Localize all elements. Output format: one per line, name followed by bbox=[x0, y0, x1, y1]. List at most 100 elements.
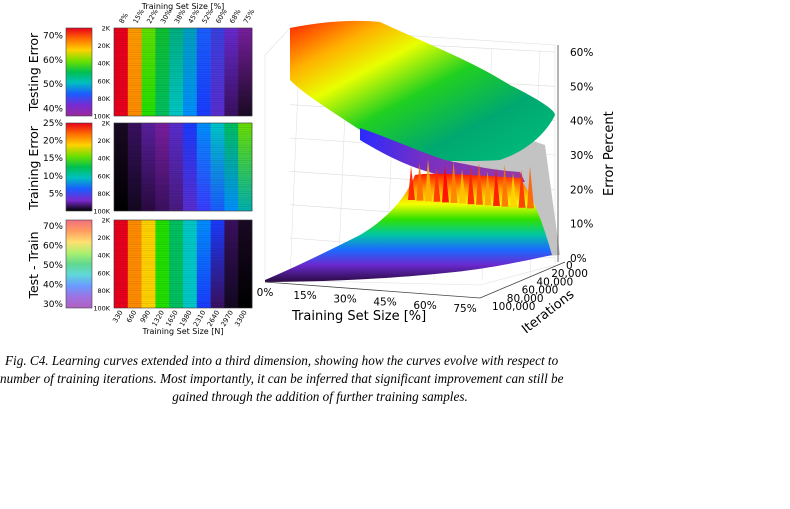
heatmap-y-tick: 2K bbox=[102, 217, 111, 225]
heatmap-column bbox=[141, 220, 156, 308]
heatmap-y-tick: 80K bbox=[97, 190, 110, 198]
heatmap-y-tick: 20K bbox=[97, 234, 110, 242]
colorbar-tick-label: 25% bbox=[43, 119, 63, 129]
colorbar-tick-label: 40% bbox=[43, 281, 63, 291]
heatmap-column bbox=[224, 123, 239, 211]
heatmap-y-tick: 40K bbox=[97, 155, 110, 163]
ridge-spike bbox=[433, 167, 441, 202]
colorbar bbox=[65, 27, 93, 117]
heatmap-column bbox=[114, 220, 129, 308]
y3d-tick: 60,000 bbox=[522, 285, 559, 297]
spike-ridge bbox=[408, 159, 534, 209]
x-axis-ticks: 0% 15% 30% 45% 60% 75% bbox=[257, 287, 477, 315]
heatmap-column bbox=[224, 220, 239, 308]
heatmap-y-tick: 60K bbox=[97, 269, 110, 277]
top-tick-pct: 75% bbox=[242, 7, 257, 25]
bottom-tick-n: 1980 bbox=[178, 309, 194, 328]
top-axis-title: Training Set Size [%] bbox=[141, 2, 225, 11]
colorbar-tick-label: 60% bbox=[43, 56, 63, 66]
heatmap-column bbox=[238, 123, 253, 211]
heatmap-y-tick: 80K bbox=[97, 287, 110, 295]
heatmap-y-tick: 20K bbox=[97, 42, 110, 50]
heatmap-y-tick: 40K bbox=[97, 252, 110, 260]
ridge-spike bbox=[484, 171, 492, 206]
caption-line-3: gained through the addition of further t… bbox=[172, 389, 468, 404]
caption-line-1: Fig. C4. Learning curves extended into a… bbox=[5, 353, 559, 368]
y3d-tick: 40,000 bbox=[536, 276, 573, 288]
heatmap-column bbox=[155, 123, 170, 211]
heatmap-column bbox=[210, 123, 225, 211]
z3d-tick: 0% bbox=[570, 253, 587, 265]
heatmap-column bbox=[114, 123, 129, 211]
ridge-spike bbox=[476, 162, 483, 205]
colorbar bbox=[65, 122, 93, 212]
z3d-tick: 10% bbox=[570, 219, 593, 231]
colorbar-tick-label: 15% bbox=[43, 154, 63, 164]
heatmap-y-tick: 2K bbox=[102, 120, 111, 128]
heatmap-y-tick: 100K bbox=[93, 305, 110, 313]
figure-caption: Fig. C4. Learning curves extended into a… bbox=[0, 352, 640, 406]
ridge-spike bbox=[442, 164, 449, 203]
colorbar-tick-label: 50% bbox=[43, 80, 63, 90]
heatmap-panel-training_error: 25% 20% 15% 10% 5% Training Error 2K 20K 40K 60K 8… bbox=[26, 119, 253, 216]
z3d-tick: 30% bbox=[570, 150, 593, 162]
heatmap-y-tick: 60K bbox=[97, 77, 110, 85]
z3d-tick: 60% bbox=[570, 47, 593, 59]
heatmap-column bbox=[127, 123, 142, 211]
surface-plot-3d: 0% 15% 30% 45% 60% 75% 020,00040,00060,00080,… bbox=[257, 20, 617, 337]
x3d-tick: 0% bbox=[257, 287, 274, 299]
x-axis-line bbox=[264, 281, 481, 299]
bottom-axis-title: Training Set Size [N] bbox=[142, 327, 224, 336]
heatmap-column bbox=[183, 28, 198, 116]
ridge-spike bbox=[459, 169, 466, 204]
heatmap-frame bbox=[113, 27, 253, 117]
z-axis-ticks: 0% 10% 20% 30% 40% 50% 60% bbox=[570, 47, 593, 265]
panel-ylabel: Training Error bbox=[26, 125, 41, 211]
heatmap-column bbox=[196, 123, 211, 211]
y3d-tick: 100,000 bbox=[492, 301, 535, 313]
ridge-spike bbox=[416, 162, 424, 201]
x3d-tick: 15% bbox=[293, 290, 316, 302]
x3d-tick: 30% bbox=[333, 293, 356, 305]
heatmap-column bbox=[183, 220, 198, 308]
top-tick-pct: 68% bbox=[228, 7, 243, 25]
heatmap-column bbox=[127, 28, 142, 116]
ridge-spike bbox=[408, 166, 415, 200]
heatmap-y-tick: 40K bbox=[97, 60, 110, 68]
heatmap-y-tick: 2K bbox=[102, 25, 111, 33]
heatmap-column bbox=[141, 123, 156, 211]
colorbar-tick-label: 5% bbox=[49, 189, 64, 199]
z3d-tick: 20% bbox=[570, 184, 593, 196]
colorbar-tick-label: 10% bbox=[43, 172, 63, 182]
heatmap-column bbox=[238, 28, 253, 116]
heatmap-column bbox=[238, 220, 253, 308]
colorbar-tick-label: 20% bbox=[43, 137, 63, 147]
ridge-spike bbox=[510, 173, 517, 208]
heatmap-panels: 70% 60% 50% 40% Testing Error 2K 20K 40K 60K 80K 1… bbox=[26, 2, 257, 336]
colorbar bbox=[65, 219, 93, 309]
ridge-spike bbox=[425, 159, 432, 202]
x3d-tick: 45% bbox=[373, 297, 396, 309]
ridge-spike bbox=[518, 169, 526, 208]
y3d-tick: 20,000 bbox=[551, 268, 588, 280]
z-axis-label: Error Percent bbox=[602, 111, 617, 196]
testing-error-surface bbox=[290, 20, 555, 163]
panel-ylabel: Testing Error bbox=[26, 32, 41, 112]
heatmap-column bbox=[169, 28, 184, 116]
y3d-tick: 0 bbox=[566, 260, 573, 272]
heatmap-column bbox=[210, 28, 225, 116]
colorbar-tick-label: 30% bbox=[43, 300, 63, 310]
bottom-tick-n: 3300 bbox=[233, 309, 249, 328]
heatmap-column bbox=[155, 28, 170, 116]
heatmap-column bbox=[127, 220, 142, 308]
ridge-spike bbox=[501, 164, 509, 207]
bottom-tick-n: 1650 bbox=[164, 309, 180, 328]
bottom-tick-n: 660 bbox=[125, 309, 138, 324]
colorbar-tick-label: 70% bbox=[43, 31, 63, 41]
heatmap-column bbox=[141, 28, 156, 116]
y-axis-line bbox=[479, 261, 566, 299]
bottom-tick-n: 2640 bbox=[206, 309, 222, 328]
heatmap-column bbox=[155, 220, 170, 308]
